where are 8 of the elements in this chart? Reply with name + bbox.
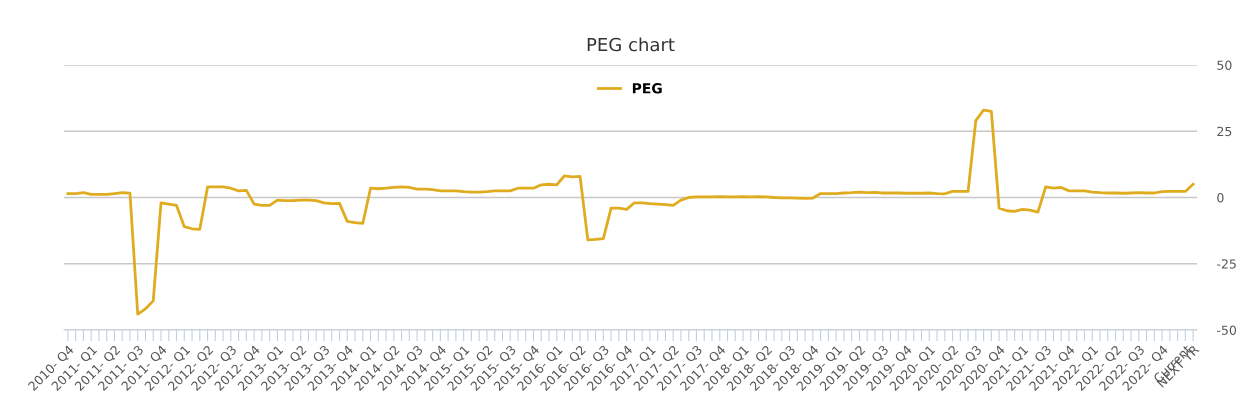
y-tick-label: 25 — [1217, 126, 1232, 137]
y-tick-label: 50 — [1217, 60, 1232, 70]
chart-title: PEG chart — [587, 37, 675, 52]
legend-label: PEG — [632, 83, 662, 94]
y-tick-label: 0 — [1217, 192, 1224, 203]
y-tick-label: -50 — [1217, 325, 1237, 335]
y-tick-label: -25 — [1217, 259, 1236, 269]
line-series — [66, 108, 1195, 316]
